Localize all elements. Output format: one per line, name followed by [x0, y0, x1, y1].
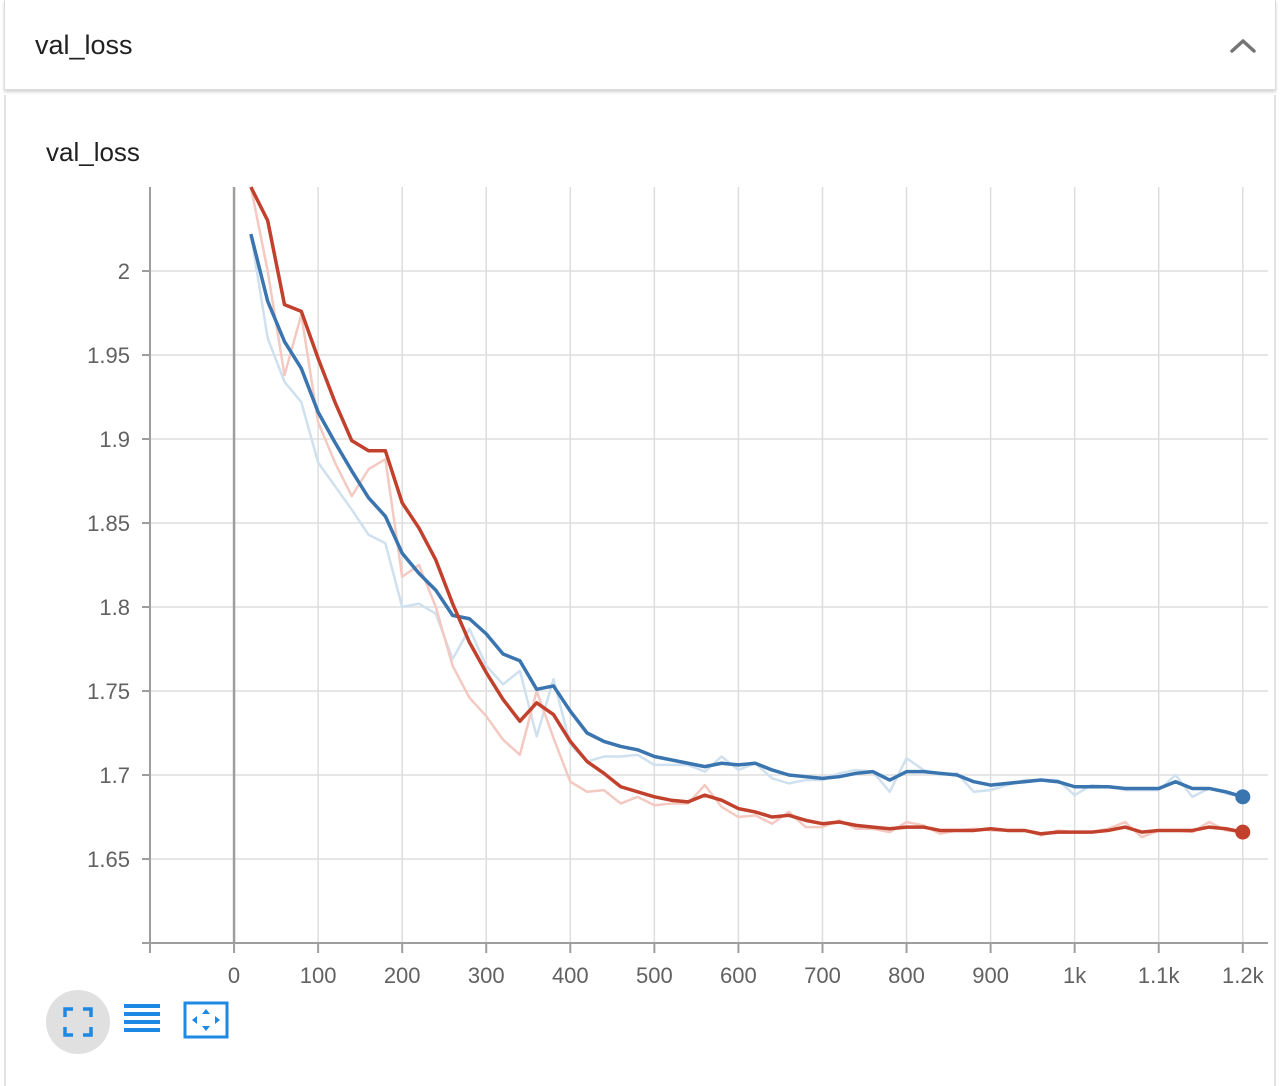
x-tick-label: 1.1k — [1138, 963, 1181, 988]
y-tick-label: 1.95 — [87, 343, 130, 368]
y-tick-label: 1.75 — [87, 679, 130, 704]
x-tick-label: 600 — [720, 963, 757, 988]
x-tick-label: 700 — [804, 963, 841, 988]
x-tick-label: 100 — [300, 963, 337, 988]
x-tick-label: 300 — [468, 963, 505, 988]
series — [249, 186, 1251, 840]
smoothed-line-series-2 — [249, 186, 1244, 836]
tick-labels: 0 100 200 300 400 500 600 700 800 900 1k 1.1k 1.2k 1.… — [87, 259, 1264, 988]
y-tick-label: 1.65 — [87, 847, 130, 872]
fullscreen-icon — [63, 1007, 93, 1037]
x-tick-label: 900 — [972, 963, 1009, 988]
y-tick-label: 1.85 — [87, 511, 130, 536]
x-tick-label: 800 — [888, 963, 925, 988]
x-tick-label: 1.2k — [1222, 963, 1265, 988]
y-tick-label: 1.7 — [99, 763, 130, 788]
smoothed-line-series-1 — [249, 233, 1244, 799]
card-title: val_loss — [35, 30, 133, 60]
card-body — [4, 95, 1276, 1086]
fit-domain-button[interactable] — [183, 1000, 229, 1040]
raw-line-series-2 — [249, 186, 1243, 839]
card-header: val_loss — [4, 0, 1276, 90]
last-point-series-1 — [1235, 789, 1251, 805]
fullscreen-button[interactable] — [46, 990, 110, 1054]
x-tick-label: 0 — [228, 963, 240, 988]
x-tick-label: 200 — [384, 963, 421, 988]
y-tick-label: 1.9 — [99, 427, 130, 452]
y-tick-label: 1.8 — [99, 595, 130, 620]
y-tick-label: 2 — [118, 259, 130, 284]
chevron-up-icon — [1230, 39, 1256, 53]
fit-domain-icon — [183, 1001, 229, 1039]
axes — [142, 187, 1268, 953]
x-tick-label: 400 — [552, 963, 589, 988]
x-tick-label: 1k — [1063, 963, 1087, 988]
collapse-button[interactable] — [1223, 26, 1263, 66]
last-point-series-2 — [1235, 824, 1251, 840]
log-scale-button[interactable] — [122, 1000, 162, 1040]
grid-lines — [149, 187, 1268, 943]
x-tick-label: 500 — [636, 963, 673, 988]
raw-line-series-1 — [249, 233, 1244, 799]
menu-lines-icon — [124, 1004, 160, 1032]
chart-title: val_loss — [46, 137, 140, 167]
